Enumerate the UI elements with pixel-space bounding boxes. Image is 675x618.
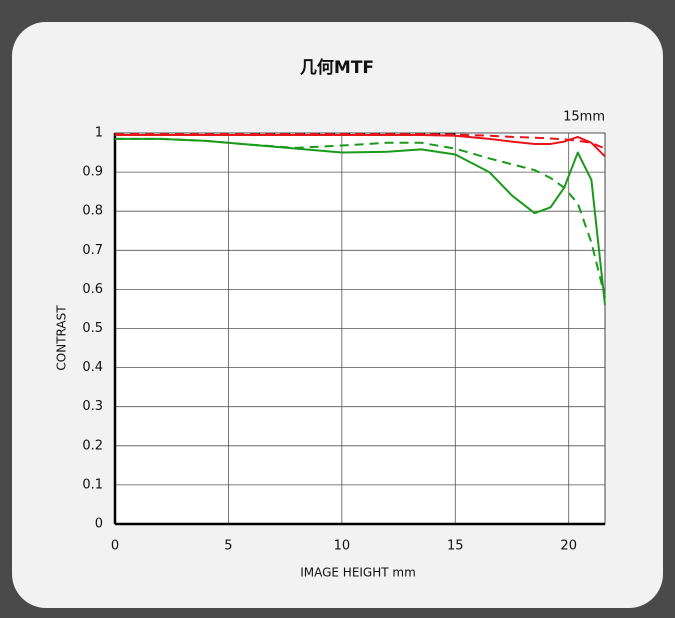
- series-line: [115, 137, 606, 306]
- y-tick-label: 0.1: [82, 477, 103, 492]
- chart-title: 几何MTF: [300, 57, 374, 78]
- y-tick-label: 0.7: [82, 243, 103, 258]
- x-tick-label: 10: [334, 539, 351, 554]
- y-tick-label: 0.8: [82, 204, 103, 219]
- x-tick-label: 15: [447, 539, 464, 554]
- y-tick-label: 0.9: [82, 165, 103, 180]
- x-tick-label: 0: [111, 539, 119, 554]
- y-axis-label: CONTRAST: [55, 305, 69, 371]
- y-tick-label: 0.2: [82, 438, 103, 453]
- y-tick-label: 0.3: [82, 399, 103, 414]
- y-tick-label: 1: [95, 126, 103, 141]
- x-tick-label: 20: [560, 539, 577, 554]
- y-tick-label: 0.6: [82, 282, 103, 297]
- annotation: 15mm: [563, 110, 605, 125]
- x-axis-label: IMAGE HEIGHT mm: [300, 566, 416, 580]
- y-tick-label: 0: [95, 517, 103, 532]
- x-tick-label: 5: [224, 539, 232, 554]
- y-tick-label: 0.5: [82, 321, 103, 336]
- y-tick-label: 0.4: [82, 360, 103, 375]
- series-line: [115, 133, 606, 158]
